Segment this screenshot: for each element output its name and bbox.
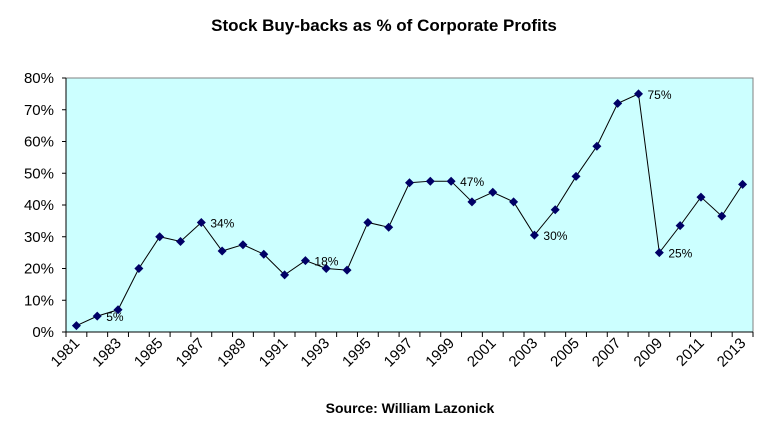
y-tick-label: 50% bbox=[24, 165, 54, 182]
x-tick-label: 2001 bbox=[464, 335, 500, 371]
y-tick-label: 40% bbox=[24, 197, 54, 214]
y-tick-label: 0% bbox=[32, 324, 54, 341]
y-tick-label: 10% bbox=[24, 292, 54, 309]
data-point bbox=[675, 221, 685, 231]
data-point bbox=[654, 248, 664, 258]
data-point bbox=[238, 240, 248, 250]
x-tick-label: 1991 bbox=[256, 335, 292, 371]
x-tick-label: 1993 bbox=[297, 335, 333, 371]
data-point bbox=[509, 197, 519, 207]
data-point bbox=[384, 222, 394, 232]
data-point bbox=[592, 141, 602, 151]
x-tick-label: 1985 bbox=[131, 335, 167, 371]
x-tick-label: 2009 bbox=[631, 335, 667, 371]
data-point bbox=[696, 192, 706, 202]
y-tick-label: 70% bbox=[24, 102, 54, 119]
data-point bbox=[738, 179, 748, 189]
data-point bbox=[613, 98, 623, 108]
data-point bbox=[71, 321, 81, 331]
data-point bbox=[446, 176, 456, 186]
data-label: 34% bbox=[210, 216, 234, 230]
data-point bbox=[321, 264, 331, 273]
data-point bbox=[113, 305, 123, 315]
data-point bbox=[280, 270, 290, 280]
data-point bbox=[529, 230, 539, 240]
data-point bbox=[259, 249, 269, 259]
data-label: 47% bbox=[460, 175, 484, 189]
data-point bbox=[176, 237, 185, 247]
x-tick-label: 1997 bbox=[381, 335, 417, 371]
data-point bbox=[467, 197, 477, 207]
x-tick-label: 1983 bbox=[89, 335, 125, 371]
data-point bbox=[717, 211, 727, 221]
data-point bbox=[425, 176, 435, 186]
x-tick-label: 2007 bbox=[589, 335, 625, 371]
data-point bbox=[634, 89, 643, 99]
data-point bbox=[342, 265, 352, 275]
data-point bbox=[196, 217, 206, 227]
data-label: 75% bbox=[648, 88, 672, 102]
data-point bbox=[134, 264, 144, 273]
data-point bbox=[92, 311, 102, 321]
data-label: 5% bbox=[106, 310, 124, 324]
x-tick-label: 1987 bbox=[173, 335, 209, 371]
y-axis: 0% 10% 20% 30% 40% 50% 60% 70% 80% bbox=[24, 70, 66, 341]
x-tick-label: 2005 bbox=[547, 335, 583, 371]
data-label: 30% bbox=[543, 229, 567, 243]
data-point bbox=[300, 256, 310, 266]
x-tick-label: 2011 bbox=[673, 335, 708, 370]
source-note: Source: William Lazonick bbox=[326, 400, 495, 416]
x-tick-label: 1995 bbox=[339, 335, 375, 371]
data-point bbox=[155, 232, 165, 242]
data-point bbox=[550, 205, 560, 215]
data-point bbox=[405, 178, 414, 188]
x-tick-label: 2013 bbox=[714, 335, 750, 371]
data-point bbox=[217, 246, 227, 256]
data-point bbox=[488, 187, 498, 197]
y-tick-label: 30% bbox=[24, 229, 54, 246]
x-tick-label: 1999 bbox=[422, 335, 458, 371]
plot-area bbox=[65, 77, 754, 333]
series bbox=[71, 89, 748, 331]
y-tick-label: 80% bbox=[24, 70, 54, 87]
data-point bbox=[363, 217, 373, 227]
data-label: 18% bbox=[314, 255, 338, 269]
chart-title: Stock Buy-backs as % of Corporate Profit… bbox=[211, 16, 557, 35]
x-tick-label: 2003 bbox=[506, 335, 542, 371]
data-label: 25% bbox=[668, 247, 692, 261]
y-tick-label: 60% bbox=[24, 134, 54, 151]
x-axis: 1981 1983 1985 1987 1989 1991 1993 1995 1997 1999… bbox=[48, 332, 754, 371]
x-tick-label: 1989 bbox=[214, 335, 250, 371]
data-labels: 5% 34% 18% 47% 30% 75% 25% bbox=[106, 88, 692, 324]
y-tick-label: 20% bbox=[24, 261, 54, 278]
data-point bbox=[571, 171, 581, 181]
